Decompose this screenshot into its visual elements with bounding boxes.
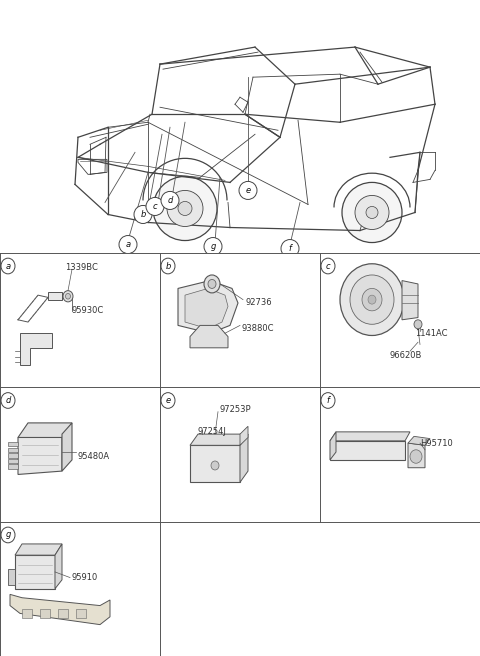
Text: f: f <box>326 396 329 405</box>
Circle shape <box>340 264 404 335</box>
Circle shape <box>161 393 175 408</box>
Circle shape <box>239 182 257 199</box>
Text: e: e <box>166 396 170 405</box>
Text: 95910: 95910 <box>72 573 98 582</box>
Circle shape <box>366 207 378 218</box>
Circle shape <box>211 461 219 470</box>
Polygon shape <box>240 434 248 482</box>
Text: 1339BC: 1339BC <box>65 262 98 272</box>
Circle shape <box>368 295 376 304</box>
Polygon shape <box>62 423 72 471</box>
Polygon shape <box>330 432 410 441</box>
Text: 95480A: 95480A <box>78 452 110 461</box>
Polygon shape <box>8 453 18 458</box>
Polygon shape <box>8 464 18 469</box>
Circle shape <box>350 275 394 324</box>
Text: 95930C: 95930C <box>72 306 104 316</box>
Polygon shape <box>15 555 55 589</box>
Polygon shape <box>76 609 86 618</box>
FancyBboxPatch shape <box>337 442 348 459</box>
Circle shape <box>146 197 164 215</box>
Text: c: c <box>326 262 330 270</box>
Circle shape <box>342 182 402 243</box>
Polygon shape <box>330 441 405 460</box>
Text: 97253P: 97253P <box>220 405 252 414</box>
Text: a: a <box>125 240 131 249</box>
Text: 96620B: 96620B <box>390 351 422 360</box>
FancyBboxPatch shape <box>351 442 362 459</box>
Polygon shape <box>330 432 336 460</box>
Text: 93880C: 93880C <box>242 324 275 333</box>
Circle shape <box>355 195 389 230</box>
Polygon shape <box>408 443 425 468</box>
Text: a: a <box>5 262 11 270</box>
Text: d: d <box>168 196 173 205</box>
Polygon shape <box>402 281 418 320</box>
Text: b: b <box>165 262 171 270</box>
Text: e: e <box>245 186 251 195</box>
Text: d: d <box>5 396 11 405</box>
Text: b: b <box>140 210 146 219</box>
Polygon shape <box>40 609 50 618</box>
Circle shape <box>362 289 382 311</box>
Circle shape <box>178 201 192 215</box>
Circle shape <box>1 258 15 274</box>
Circle shape <box>153 176 217 241</box>
Polygon shape <box>190 445 240 482</box>
Polygon shape <box>8 447 18 452</box>
Polygon shape <box>20 333 52 365</box>
Polygon shape <box>408 436 430 445</box>
Polygon shape <box>10 594 110 625</box>
Circle shape <box>1 527 15 543</box>
Polygon shape <box>240 426 248 445</box>
Circle shape <box>281 239 299 258</box>
Text: g: g <box>5 531 11 539</box>
Circle shape <box>1 393 15 408</box>
Circle shape <box>63 291 73 302</box>
Circle shape <box>161 192 179 209</box>
Circle shape <box>204 237 222 256</box>
FancyBboxPatch shape <box>379 442 390 459</box>
Polygon shape <box>185 289 228 329</box>
Polygon shape <box>48 292 62 300</box>
Polygon shape <box>58 609 68 618</box>
Circle shape <box>134 205 152 224</box>
Text: 1141AC: 1141AC <box>415 329 447 338</box>
Polygon shape <box>22 609 32 618</box>
Text: H95710: H95710 <box>420 439 453 447</box>
Polygon shape <box>55 544 62 589</box>
Circle shape <box>321 393 335 408</box>
Polygon shape <box>8 569 15 585</box>
Circle shape <box>161 258 175 274</box>
Circle shape <box>204 275 220 293</box>
Polygon shape <box>8 459 18 463</box>
Circle shape <box>410 450 422 463</box>
Circle shape <box>65 293 71 299</box>
Text: f: f <box>288 244 291 253</box>
Polygon shape <box>8 442 18 447</box>
Polygon shape <box>190 325 228 348</box>
Polygon shape <box>18 434 62 474</box>
FancyBboxPatch shape <box>365 442 376 459</box>
Text: 97254J: 97254J <box>198 427 227 436</box>
Polygon shape <box>178 281 238 333</box>
Circle shape <box>119 236 137 254</box>
Polygon shape <box>190 434 248 445</box>
Polygon shape <box>15 544 62 555</box>
Text: g: g <box>210 242 216 251</box>
Circle shape <box>321 258 335 274</box>
Circle shape <box>414 320 422 329</box>
Text: 92736: 92736 <box>245 298 272 308</box>
Circle shape <box>167 190 203 226</box>
Text: c: c <box>153 202 157 211</box>
Polygon shape <box>18 423 72 438</box>
Circle shape <box>208 279 216 289</box>
